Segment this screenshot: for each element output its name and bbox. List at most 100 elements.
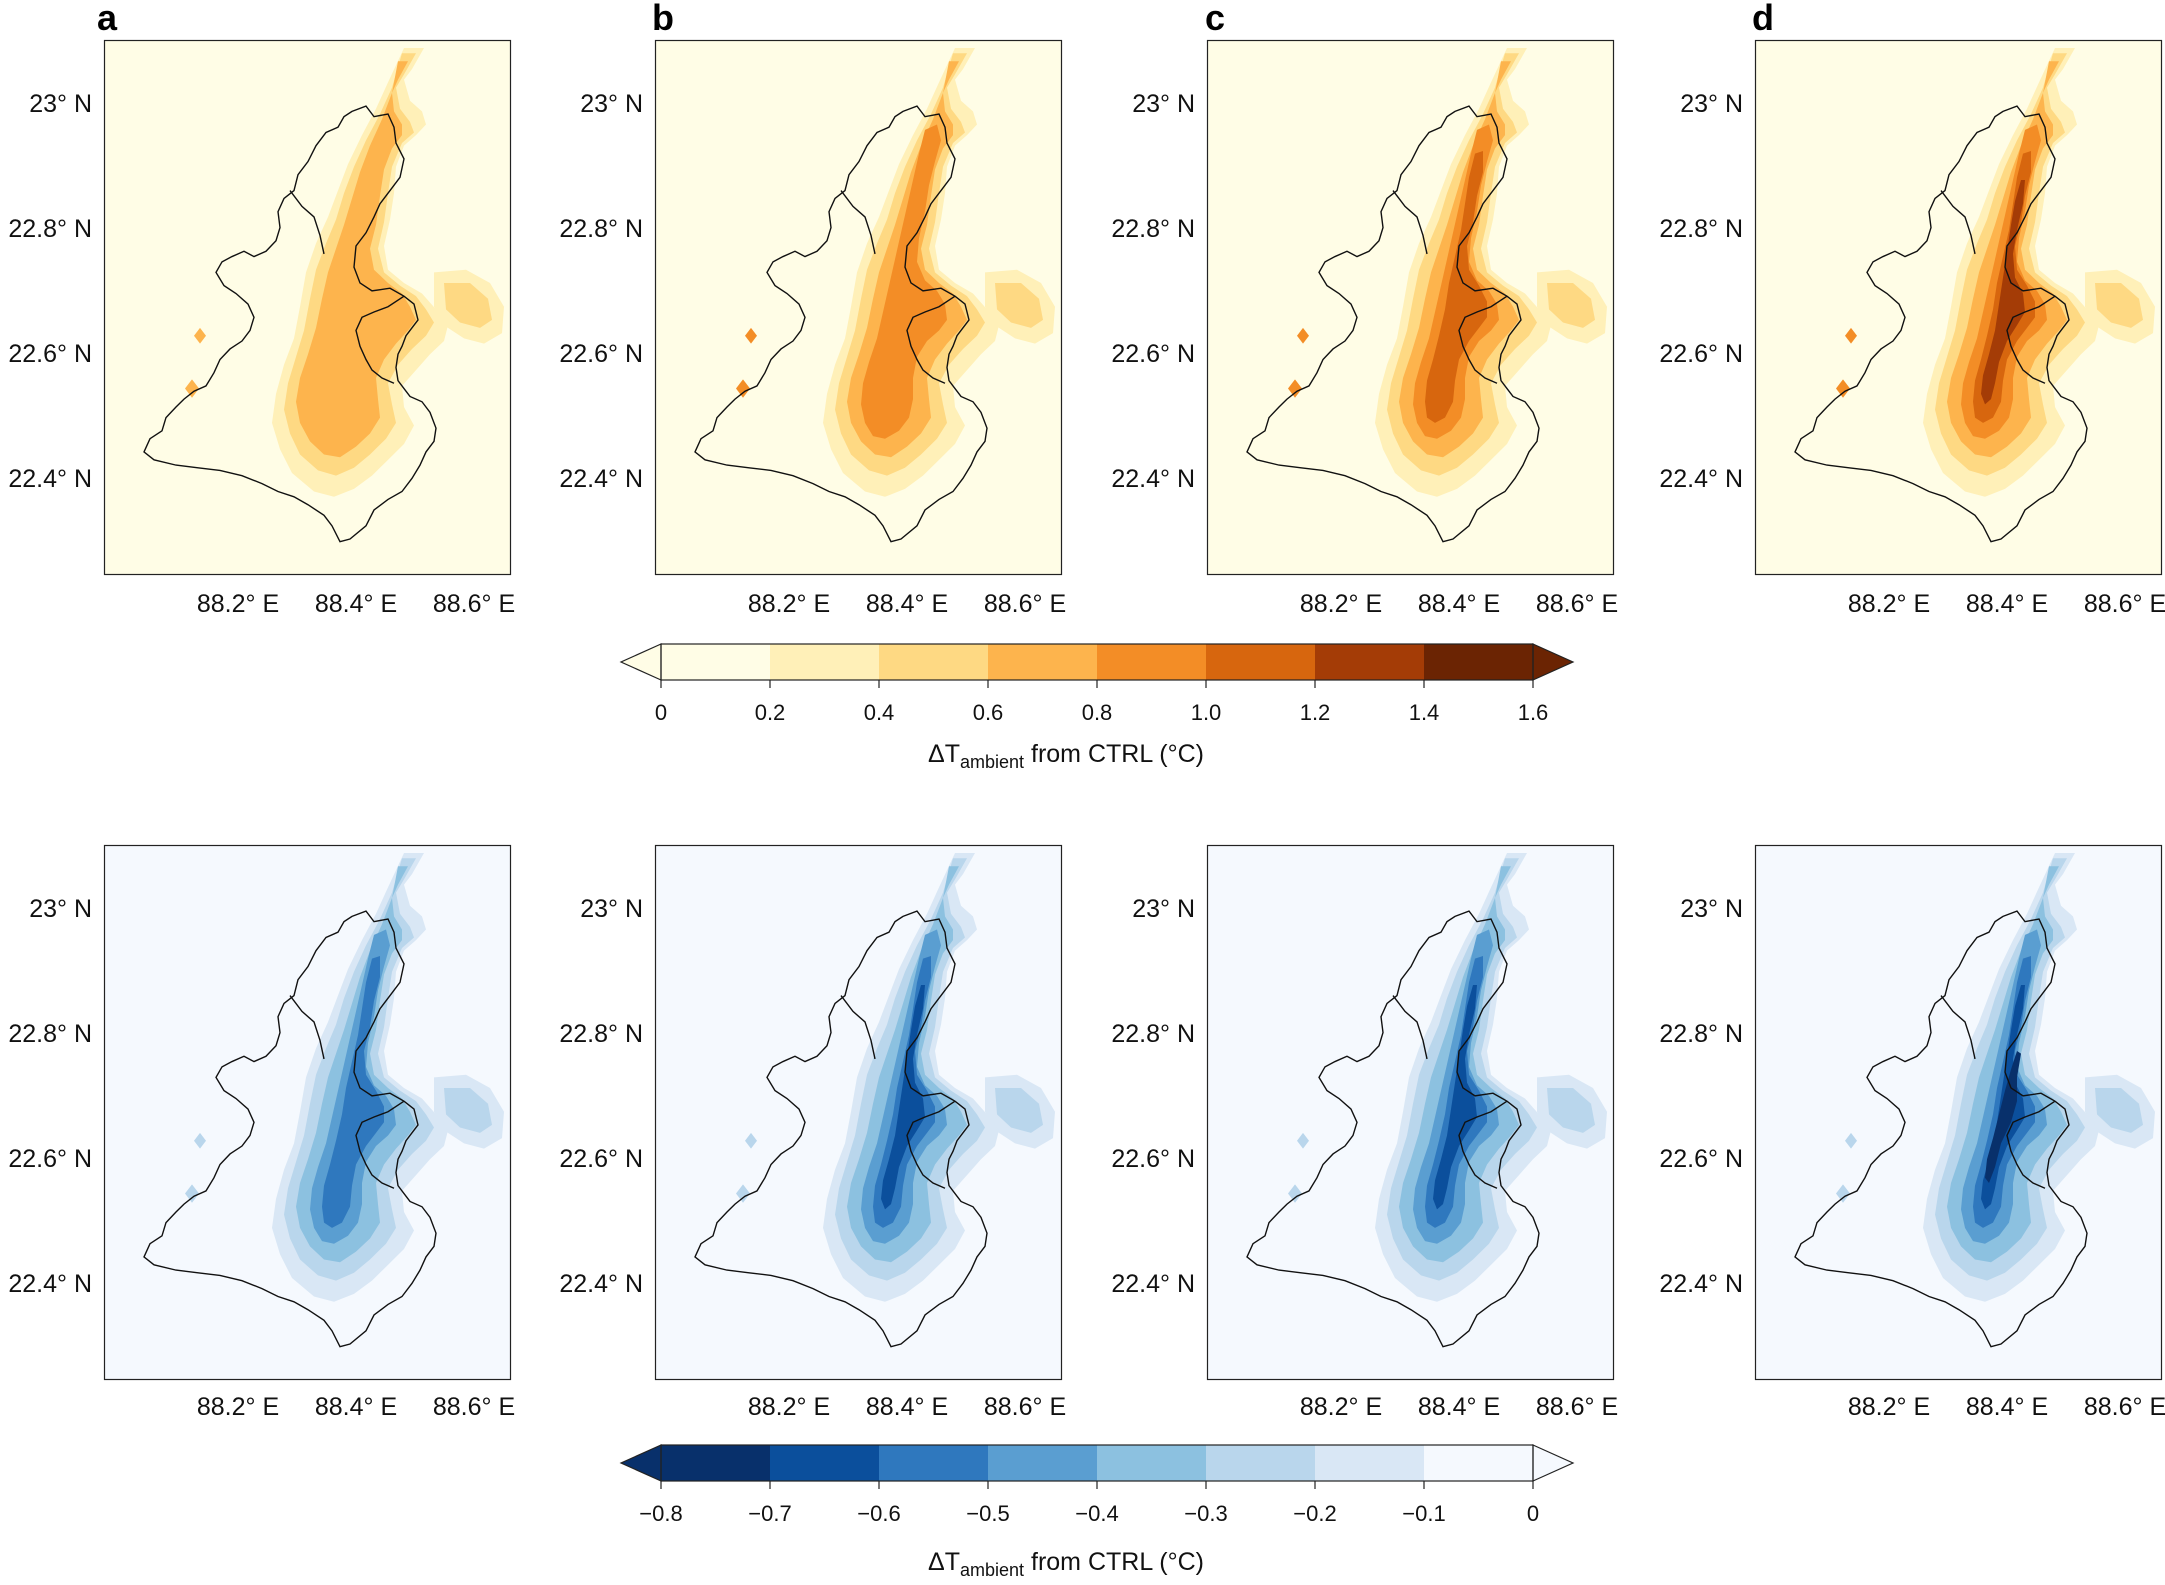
lat-tick: 22.6° N: [1111, 1145, 1195, 1173]
lon-tick: 88.2° E: [1848, 1393, 1930, 1421]
colorbar-extend-left: [619, 643, 662, 681]
lat-tick: 23° N: [580, 90, 643, 118]
contour-band: [1425, 150, 1487, 423]
contour-blob: [1845, 1132, 1857, 1149]
inner-boundary: [1459, 1101, 1507, 1188]
lat-tick: 22.8° N: [1111, 1020, 1195, 1048]
inner-boundary: [2007, 296, 2055, 383]
map-panel-c-warming: [1206, 39, 1615, 576]
colorbar-cell: [661, 644, 770, 680]
inner-boundary: [356, 296, 404, 383]
lat-tick: 23° N: [29, 895, 92, 923]
lat-tick: 23° N: [1680, 895, 1743, 923]
contour-band: [444, 1087, 492, 1133]
colorbar-cell: [1315, 1445, 1424, 1481]
map-panel-b-warming: [654, 39, 1063, 576]
map-panel-d-warming: [1754, 39, 2163, 576]
colorbar-tick: 1.4: [1409, 700, 1440, 725]
lon-tick: 88.6° E: [433, 1393, 515, 1421]
colorbar-tick: 1.0: [1191, 700, 1222, 725]
colorbar-tick: 0: [1527, 1501, 1539, 1526]
lat-tick: 22.6° N: [8, 1145, 92, 1173]
inner-boundary: [841, 996, 875, 1059]
contour-band: [296, 61, 416, 458]
colorbar-tick: −0.3: [1184, 1501, 1227, 1526]
lat-tick: 22.4° N: [8, 465, 92, 493]
colorbar-extend-right: [1532, 1444, 1575, 1482]
contour-blob: [1836, 1184, 1850, 1203]
lat-tick: 22.8° N: [8, 1020, 92, 1048]
lon-tick: 88.2° E: [1300, 1393, 1382, 1421]
lat-tick: 22.6° N: [1111, 340, 1195, 368]
inner-boundary: [907, 296, 955, 383]
contour-band: [322, 955, 384, 1228]
lon-tick: 88.2° E: [748, 590, 830, 618]
lat-tick: 22.8° N: [1659, 1020, 1743, 1048]
colorbar-warming-ticks: 0 0.2 0.4 0.6 0.8 1.0 1.2 1.4 1.6: [655, 700, 1548, 725]
colorbar-tick: 0.6: [973, 700, 1004, 725]
colorbar-cell: [1206, 1445, 1315, 1481]
lat-tick: 22.4° N: [1111, 1270, 1195, 1298]
panel-label-a: a: [97, 0, 118, 38]
district-boundary: [1247, 911, 1539, 1347]
colorbar-extend-right: [1532, 643, 1575, 681]
lat-tick: 22.6° N: [1659, 340, 1743, 368]
lon-tick: 88.4° E: [1966, 590, 2048, 618]
contour-band: [861, 124, 947, 439]
inner-boundary: [1459, 296, 1507, 383]
colorbar-tick: −0.2: [1293, 1501, 1336, 1526]
lon-tick: 88.6° E: [1536, 590, 1618, 618]
colorbar-warming-cells: [619, 643, 1575, 688]
inner-boundary: [290, 191, 324, 254]
colorbar-cell: [1424, 644, 1533, 680]
lon-tick: 88.6° E: [984, 1393, 1066, 1421]
map-frame: [1754, 844, 2163, 1381]
colorbar-tick: −0.7: [748, 1501, 791, 1526]
colorbar-tick: −0.4: [1075, 1501, 1118, 1526]
lat-tick: 22.4° N: [1659, 1270, 1743, 1298]
lat-tick: 22.4° N: [1111, 465, 1195, 493]
lon-axis-labels-bottom: 88.2° E 88.4° E 88.6° E 88.2° E 88.4° E …: [197, 1393, 2165, 1421]
inner-boundary: [1941, 191, 1975, 254]
lon-tick: 88.6° E: [433, 590, 515, 618]
inner-boundary: [1393, 996, 1427, 1059]
colorbar-extend-left: [619, 1444, 662, 1482]
lat-tick: 22.8° N: [8, 215, 92, 243]
colorbar-cell: [879, 644, 988, 680]
colorbar-cell: [1315, 644, 1424, 680]
colorbar-tick: −0.6: [857, 1501, 900, 1526]
lon-tick: 88.2° E: [197, 1393, 279, 1421]
district-boundary: [1247, 106, 1539, 542]
colorbar-cell: [988, 1445, 1097, 1481]
lat-tick: 22.8° N: [559, 215, 643, 243]
contour-band: [1985, 1051, 2021, 1183]
inner-boundary: [356, 1101, 404, 1188]
lat-tick: 23° N: [1132, 895, 1195, 923]
contour-blob: [194, 1132, 206, 1149]
lon-tick: 88.6° E: [2084, 590, 2165, 618]
lat-tick: 22.4° N: [8, 1270, 92, 1298]
colorbar-cooling-title: ΔTambient from CTRL (°C): [928, 1548, 1204, 1580]
colorbar-warming-title: ΔTambient from CTRL (°C): [928, 740, 1204, 772]
lon-tick: 88.4° E: [866, 590, 948, 618]
contour-band: [444, 282, 492, 328]
district-boundary: [1795, 911, 2087, 1347]
colorbar-tick: −0.5: [966, 1501, 1009, 1526]
lon-tick: 88.2° E: [748, 1393, 830, 1421]
colorbar-cell: [1206, 644, 1315, 680]
colorbar-cell: [879, 1445, 988, 1481]
map-frame: [103, 844, 512, 1381]
map-panel-b-cooling: [654, 844, 1063, 1381]
colorbar-cell: [770, 644, 879, 680]
panel-label-b: b: [652, 0, 674, 38]
map-frame: [1206, 844, 1615, 1381]
colorbar-warming: 0 0.2 0.4 0.6 0.8 1.0 1.2 1.4 1.6 ΔTambi…: [619, 643, 1575, 772]
map-panel-a-warming: [103, 39, 512, 576]
contour-blob: [1288, 1184, 1302, 1203]
colorbar-tick: 0.4: [864, 700, 895, 725]
contour-blob: [185, 1184, 199, 1203]
lon-tick: 88.6° E: [2084, 1393, 2165, 1421]
colorbar-tick: 0: [655, 700, 667, 725]
lat-tick: 22.4° N: [559, 1270, 643, 1298]
map-panel-d-cooling: [1754, 844, 2163, 1381]
